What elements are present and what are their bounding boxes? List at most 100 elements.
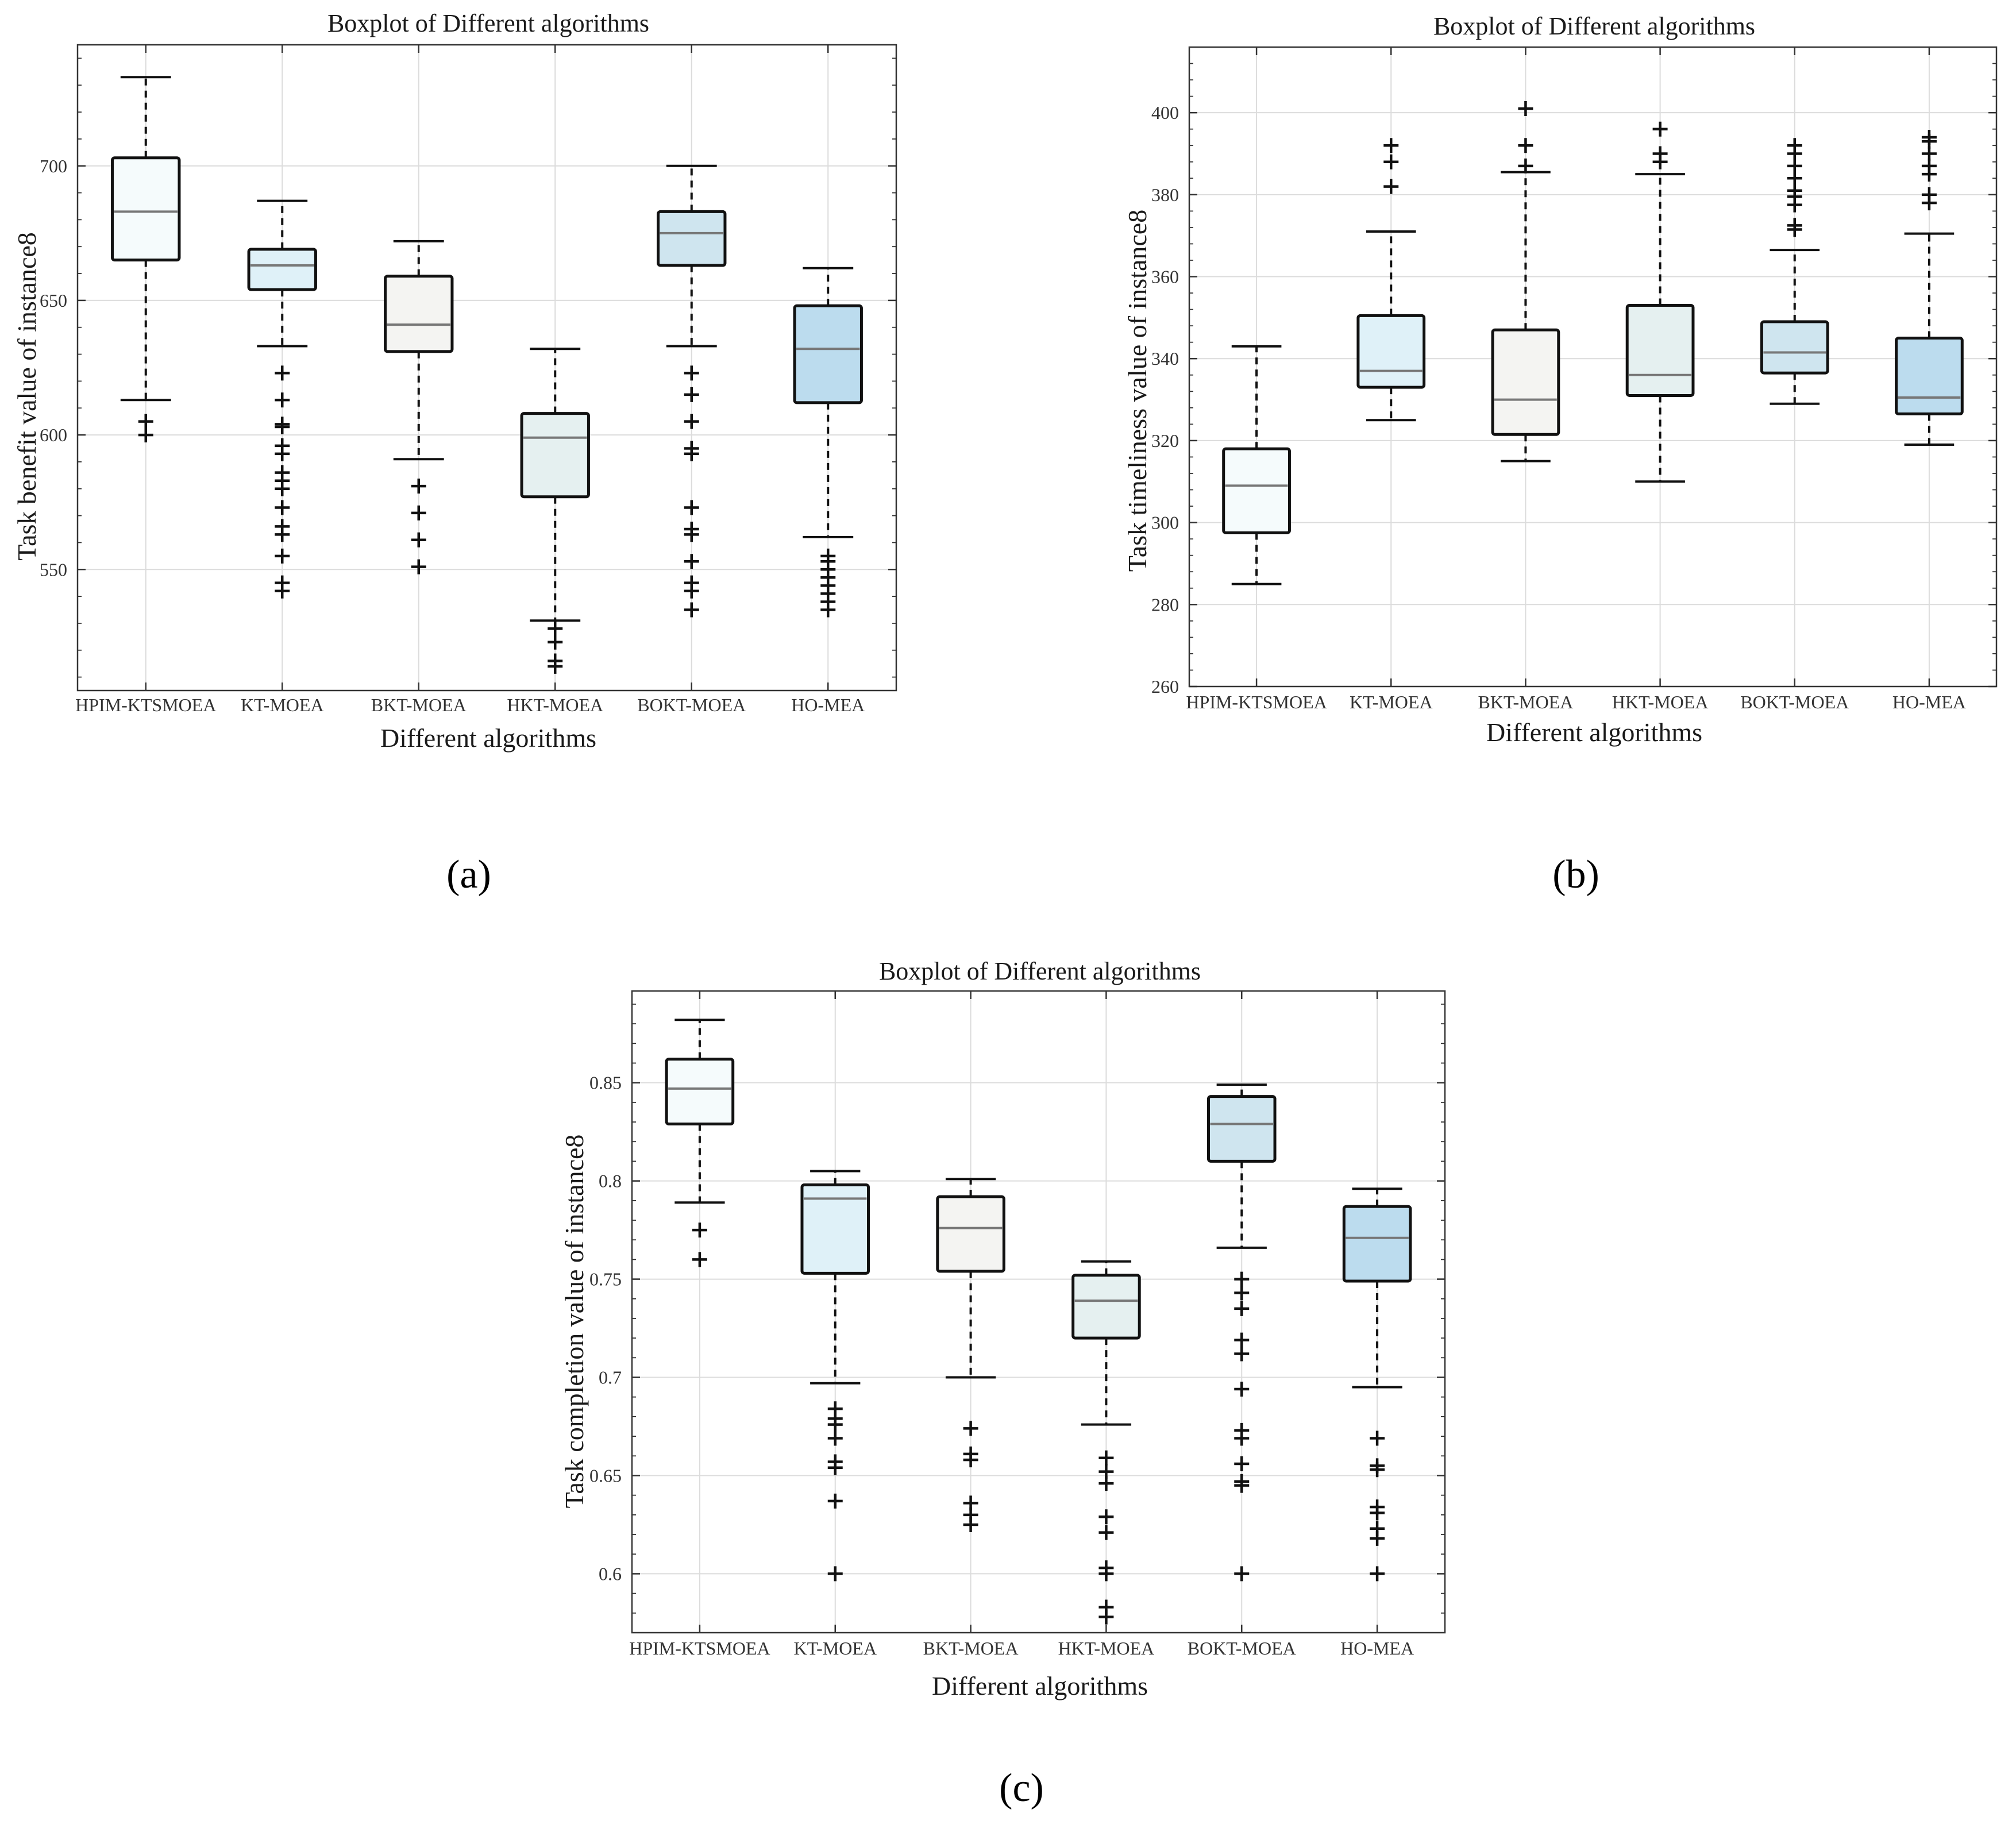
y-tick-label: 400: [1151, 102, 1179, 123]
box-kt-moea: [247, 199, 317, 599]
outlier-point: [275, 465, 290, 480]
box-bokt-moea: [657, 164, 727, 618]
outlier-point: [1383, 179, 1399, 194]
outlier-point: [1234, 1332, 1250, 1348]
outlier-point: [827, 1454, 843, 1470]
x-tick-label: BKT-MOEA: [923, 1638, 1019, 1659]
outlier-point: [548, 653, 563, 669]
outlier-point: [827, 1430, 843, 1446]
chart-title: Boxplot of Different algorithms: [1433, 12, 1755, 40]
outlier-point: [1370, 1566, 1385, 1582]
panel-label-a: (a): [446, 853, 491, 897]
panel-label-c: (c): [999, 1766, 1044, 1810]
outlier-point: [684, 554, 699, 569]
outlier-point: [548, 634, 563, 650]
outlier-point: [1098, 1599, 1114, 1615]
outlier-point: [1518, 158, 1533, 173]
chart-title: Boxplot of Different algorithms: [879, 957, 1201, 985]
box-iqr: [520, 412, 590, 499]
box-hpim-ktsmoea: [111, 76, 181, 443]
x-tick-label: BOKT-MOEA: [1740, 692, 1849, 712]
y-tick-label: 300: [1151, 512, 1179, 533]
outlier-point: [138, 427, 153, 443]
outlier-point: [684, 575, 699, 591]
box-bkt-moea: [936, 1178, 1005, 1532]
outlier-point: [1098, 1509, 1114, 1525]
outlier-point: [684, 365, 699, 381]
outlier-point: [1234, 1271, 1250, 1287]
outlier-point: [411, 505, 426, 520]
outlier-point: [1383, 138, 1399, 153]
outlier-point: [1234, 1382, 1250, 1397]
outlier-point: [684, 414, 699, 429]
outlier-point: [1383, 154, 1399, 169]
outlier-point: [1098, 1464, 1114, 1479]
outlier-point: [1370, 1458, 1385, 1474]
box-ho-mea: [1342, 1187, 1412, 1582]
outlier-point: [1234, 1456, 1250, 1471]
box-kt-moea: [1356, 138, 1426, 422]
box-kt-moea: [800, 1170, 870, 1582]
box-iqr: [1895, 337, 1964, 416]
box-iqr: [1206, 1095, 1277, 1163]
y-tick-label: 600: [40, 425, 67, 445]
y-tick-label: 0.7: [599, 1367, 622, 1388]
box-iqr: [1342, 1205, 1412, 1283]
outlier-point: [1652, 121, 1668, 137]
outlier-point: [1098, 1450, 1114, 1466]
outlier-point: [1234, 1346, 1250, 1362]
box-iqr: [384, 275, 454, 353]
outlier-point: [1518, 101, 1533, 117]
box-iqr: [657, 210, 727, 267]
outlier-point: [275, 575, 290, 591]
y-tick-label: 700: [40, 156, 67, 176]
outlier-point: [827, 1401, 843, 1417]
outlier-point: [411, 559, 426, 574]
y-tick-label: 0.8: [599, 1171, 622, 1191]
outlier-point: [684, 602, 699, 618]
outlier-point: [1370, 1430, 1385, 1446]
box-ho-mea: [1895, 129, 1964, 446]
x-tick-label: HO-MEA: [791, 695, 865, 715]
y-tick-label: 0.75: [589, 1269, 622, 1290]
x-tick-label: KT-MOEA: [1350, 692, 1433, 712]
y-tick-label: 0.6: [599, 1563, 622, 1584]
box-ho-mea: [793, 267, 863, 618]
y-tick-label: 340: [1151, 348, 1179, 369]
outlier-point: [275, 365, 290, 381]
box-bkt-moea: [384, 240, 454, 574]
y-axis-label: Task timeliness value of instance8: [1123, 210, 1152, 572]
y-axis-label: Task completion value of instance8: [560, 1135, 589, 1509]
box-bkt-moea: [1491, 101, 1560, 462]
outlier-point: [1234, 1422, 1250, 1438]
y-tick-label: 380: [1151, 184, 1179, 205]
box-bokt-moea: [1760, 138, 1829, 405]
x-tick-label: BKT-MOEA: [1478, 692, 1573, 712]
x-tick-label: KT-MOEA: [241, 695, 324, 715]
box-iqr: [665, 1058, 735, 1125]
y-axis-label: Task benefit value of instance8: [12, 232, 41, 561]
outlier-point: [275, 548, 290, 564]
outlier-point: [138, 414, 153, 429]
outlier-point: [1652, 146, 1668, 161]
y-tick-label: 0.85: [589, 1073, 622, 1093]
x-tick-label: HKT-MOEA: [507, 695, 603, 715]
boxplot-panel-c: Boxplot of Different algorithms Differen…: [560, 957, 1446, 1700]
outlier-point: [1787, 138, 1802, 153]
outlier-point: [684, 441, 699, 456]
box-hkt-moea: [520, 348, 590, 674]
outlier-point: [411, 479, 426, 494]
x-tick-label: HKT-MOEA: [1612, 692, 1709, 712]
outlier-point: [684, 500, 699, 515]
x-tick-label: BOKT-MOEA: [1188, 1638, 1296, 1659]
plot-area-frame: [76, 44, 897, 692]
outlier-point: [275, 500, 290, 515]
box-hpim-ktsmoea: [1222, 345, 1291, 585]
box-hkt-moea: [1071, 1260, 1141, 1625]
y-tick-label: 260: [1151, 676, 1179, 697]
outlier-point: [1518, 138, 1533, 153]
outlier-point: [1234, 1566, 1250, 1582]
x-tick-label: HO-MEA: [1892, 692, 1966, 712]
outlier-point: [1098, 1525, 1114, 1540]
